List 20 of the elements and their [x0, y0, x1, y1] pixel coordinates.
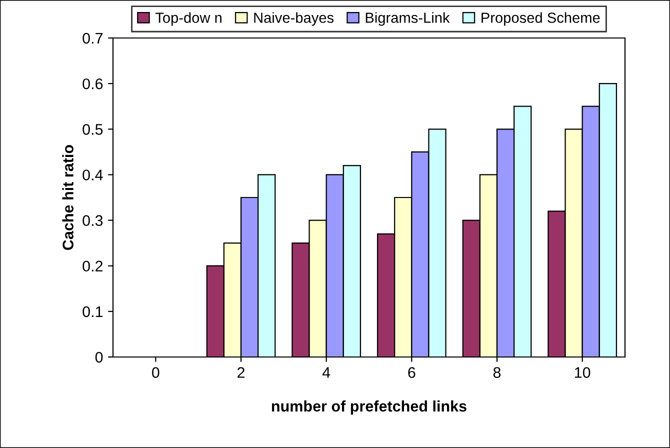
x-axis-title: number of prefetched links: [272, 400, 466, 415]
x-tick-label: 8: [493, 367, 501, 378]
y-tick-label: 0.7: [82, 32, 103, 44]
y-tick-label: 0.3: [82, 215, 103, 226]
x-tick-label: 2: [238, 367, 244, 378]
y-tick-label: 0: [95, 352, 103, 363]
x-tick-label: 6: [408, 367, 416, 378]
y-tick-label: 0.4: [82, 170, 103, 180]
x-tick-label: 10: [575, 367, 590, 378]
legend-label: Top-dow n: [155, 12, 222, 26]
legend-label: Proposed Scheme: [482, 12, 600, 26]
x-tick-label: 0: [152, 367, 160, 378]
legend-label: Naive-bayes: [254, 12, 334, 26]
y-tick-label: 0.1: [82, 306, 103, 318]
y-tick-label: 0.5: [82, 124, 103, 135]
y-tick-label: 0.6: [82, 78, 103, 90]
legend-label: Bigrams-Link: [366, 12, 450, 26]
y-tick-label: 0.2: [82, 260, 103, 272]
y-axis-title: Cache hit ratio: [62, 145, 74, 250]
x-tick-label: 4: [322, 367, 330, 378]
